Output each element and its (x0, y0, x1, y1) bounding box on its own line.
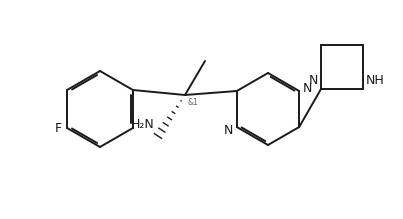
Text: F: F (55, 122, 62, 134)
Text: N: N (223, 124, 233, 136)
Text: &1: &1 (188, 98, 199, 107)
Text: H₂N: H₂N (131, 118, 155, 131)
Text: NH: NH (366, 74, 385, 87)
Text: N: N (309, 74, 318, 87)
Text: N: N (303, 81, 313, 95)
